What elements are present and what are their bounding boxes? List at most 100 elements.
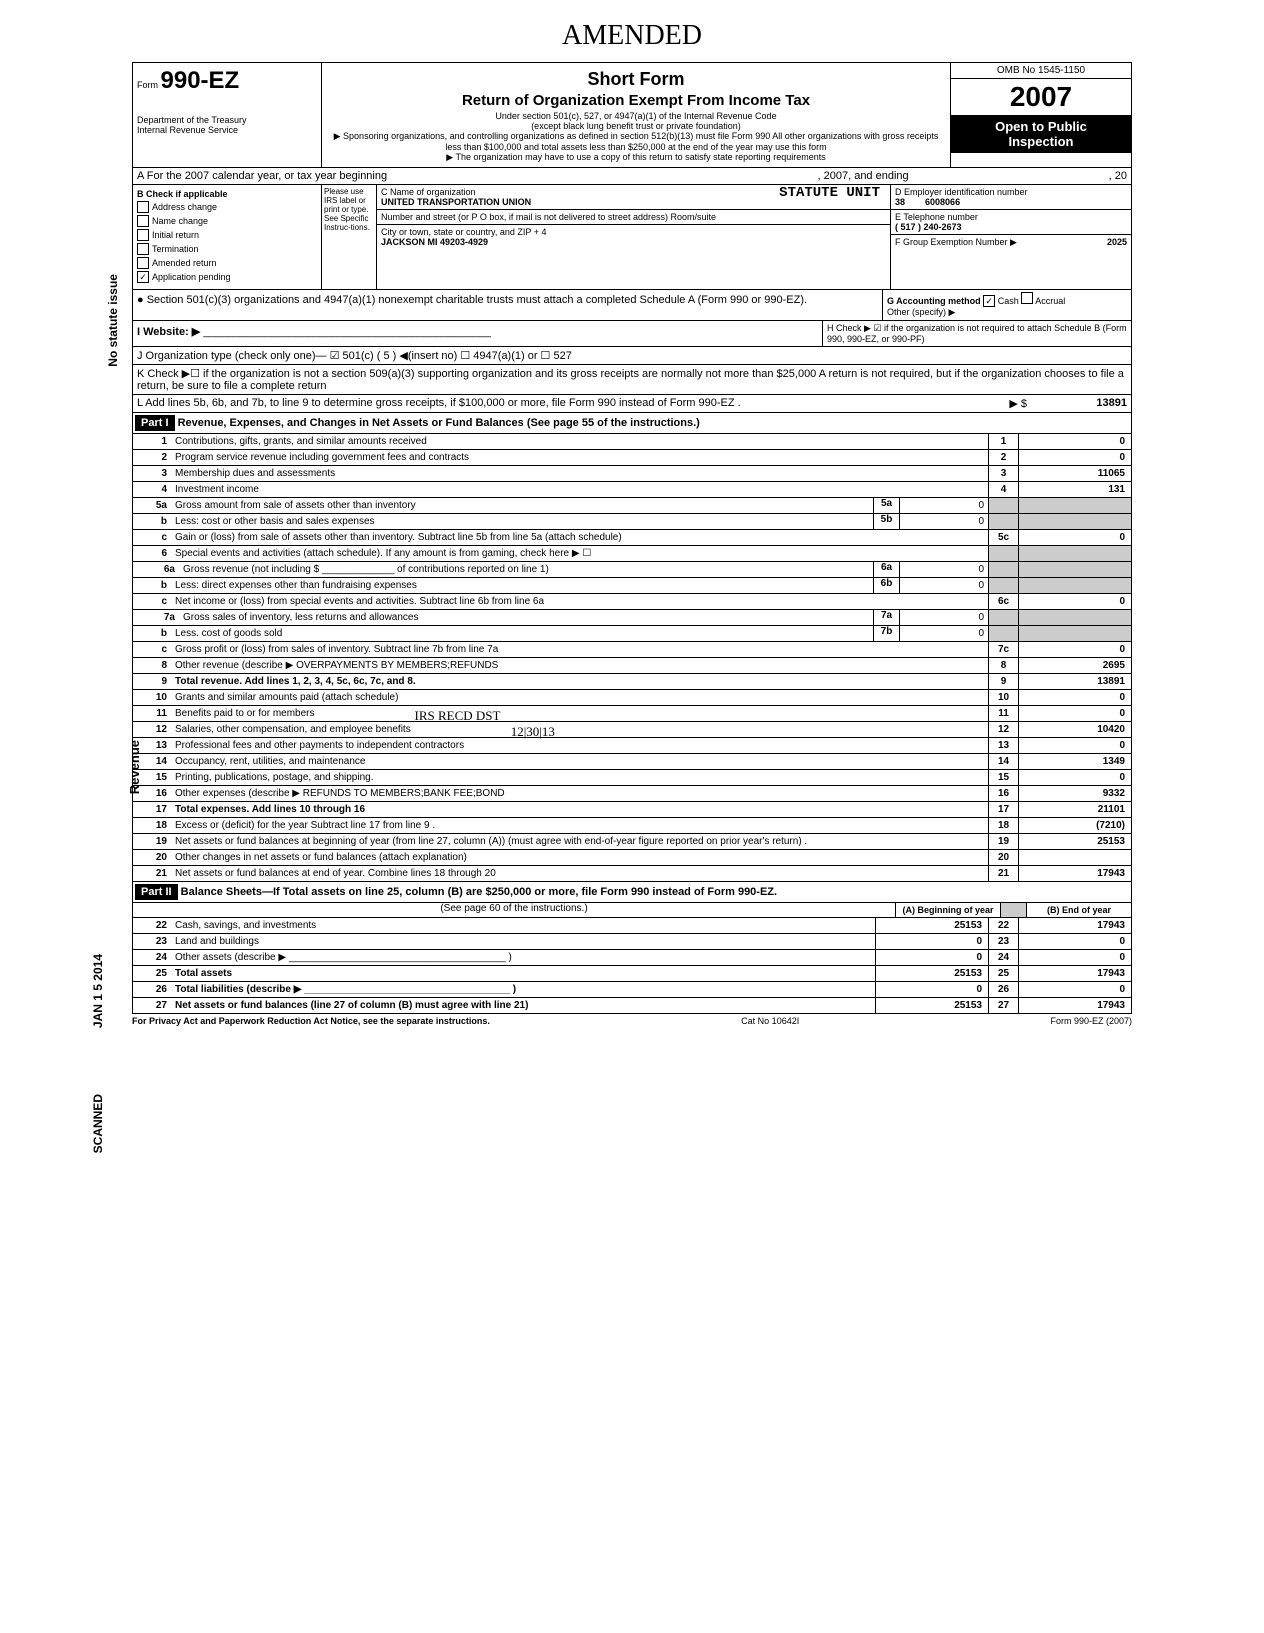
line-5c: cGain or (loss) from sale of assets othe… — [132, 530, 1132, 546]
footer-form: Form 990-EZ (2007) — [1050, 1016, 1132, 1026]
inspection-label: Inspection — [955, 134, 1127, 149]
f-label: F Group Exemption Number ▶ — [895, 237, 1017, 247]
dept-treasury: Department of the Treasury — [137, 115, 317, 125]
phone-value: ( 517 ) 240-2673 — [895, 222, 962, 232]
section-note: ● Section 501(c)(3) organizations and 49… — [133, 290, 882, 320]
form-number: 990-EZ — [161, 67, 240, 94]
part2-title: Balance Sheets—If Total assets on line 2… — [181, 886, 777, 898]
line-18: 18Excess or (deficit) for the year Subtr… — [132, 818, 1132, 834]
d-label: D Employer identification number — [895, 187, 1127, 197]
subtitle-1: Under section 501(c), 527, or 4947(a)(1)… — [326, 111, 946, 121]
i-label: I Website: ▶ — [137, 326, 200, 338]
line-13: 13Professional fees and other payments t… — [132, 738, 1132, 754]
l-amount: 13891 — [1027, 397, 1127, 410]
check-address[interactable] — [137, 201, 149, 213]
scanned-stamp: SCANNED — [87, 1090, 109, 1157]
line-16: 16Other expenses (describe ▶ REFUNDS TO … — [132, 786, 1132, 802]
ein-1: 38 — [895, 197, 905, 207]
check-pending[interactable]: ✓ — [137, 271, 149, 283]
stamp-statute: STATUTE UNIT — [779, 185, 880, 201]
balance-line-26: 26Total liabilities (describe ▶ ________… — [132, 982, 1132, 998]
line-6c: cNet income or (loss) from special event… — [132, 594, 1132, 610]
line-6b: bLess: direct expenses other than fundra… — [132, 578, 1132, 594]
subtitle-4: ▶ The organization may have to use a cop… — [326, 152, 946, 163]
balance-line-23: 23Land and buildings0230 — [132, 934, 1132, 950]
main-title: Return of Organization Exempt From Incom… — [326, 92, 946, 109]
line-20: 20Other changes in net assets or fund ba… — [132, 850, 1132, 866]
revenue-section-label: Revenue — [127, 740, 142, 794]
g-accrual: Accrual — [1035, 296, 1065, 306]
line-5b: bLess: cost or other basis and sales exp… — [132, 514, 1132, 530]
line-8: 8Other revenue (describe ▶ OVERPAYMENTS … — [132, 658, 1132, 674]
form-header: Form 990-EZ Department of the Treasury I… — [132, 62, 1132, 168]
ein-2: 6008066 — [925, 197, 960, 207]
check-name[interactable] — [137, 215, 149, 227]
line-7c: cGross profit or (loss) from sales of in… — [132, 642, 1132, 658]
check-amended[interactable] — [137, 257, 149, 269]
part1-title: Revenue, Expenses, and Changes in Net As… — [178, 417, 700, 429]
k-label: K Check ▶☐ if the organization is not a … — [137, 367, 1127, 392]
footer-cat: Cat No 10642I — [741, 1016, 799, 1026]
line-10: 10Grants and similar amounts paid (attac… — [132, 690, 1132, 706]
tax-year: 2007 — [951, 79, 1131, 115]
col-a-header: (A) Beginning of year — [895, 903, 1000, 917]
line-12: 12Salaries, other compensation, and empl… — [132, 722, 1132, 738]
b-label: B Check if applicable — [137, 189, 228, 199]
check-pend-label: Application pending — [152, 272, 231, 282]
footer-privacy: For Privacy Act and Paperwork Reduction … — [132, 1016, 490, 1026]
line-9: 9Total revenue. Add lines 1, 2, 3, 4, 5c… — [132, 674, 1132, 690]
form-label: Form — [137, 80, 158, 90]
g-other: Other (specify) ▶ — [887, 307, 955, 317]
line-2: 2Program service revenue including gover… — [132, 450, 1132, 466]
part1-header: Part I — [135, 415, 175, 431]
check-term[interactable] — [137, 243, 149, 255]
subtitle-2: (except black lung benefit trust or priv… — [326, 121, 946, 131]
check-initial[interactable] — [137, 229, 149, 241]
addr-label: Number and street (or P O box, if mail i… — [381, 212, 886, 222]
balance-line-27: 27Net assets or fund balances (line 27 o… — [132, 998, 1132, 1014]
part2-sub: (See page 60 of the instructions.) — [133, 903, 895, 917]
balance-line-25: 25Total assets251532517943 — [132, 966, 1132, 982]
balance-line-22: 22Cash, savings, and investments25153221… — [132, 918, 1132, 934]
e-label: E Telephone number — [895, 212, 1127, 222]
jan-stamp: JAN 1 5 2014 — [87, 950, 109, 1032]
amended-handwriting: AMENDED — [132, 20, 1132, 52]
line-7a: 7aGross sales of inventory, less returns… — [132, 610, 1132, 626]
city-value: JACKSON MI 49203-4929 — [381, 237, 488, 247]
h-label: H Check ▶ ☑ if the organization is not r… — [822, 321, 1131, 346]
line-a-start: A For the 2007 calendar year, or tax yea… — [137, 170, 387, 182]
line-11: 11Benefits paid to or for members IRS RE… — [132, 706, 1132, 722]
line-6a: 6aGross revenue (not including $ _______… — [132, 562, 1132, 578]
line-a-mid: , 2007, and ending — [818, 170, 909, 182]
group-num: 2025 — [1107, 237, 1127, 247]
short-form-title: Short Form — [326, 69, 946, 90]
l-label: L Add lines 5b, 6b, and 7b, to line 9 to… — [137, 397, 1009, 410]
line-a-end: , 20 — [1109, 170, 1127, 182]
balance-line-24: 24Other assets (describe ▶ _____________… — [132, 950, 1132, 966]
line-4: 4Investment income4131 — [132, 482, 1132, 498]
org-name: UNITED TRANSPORTATION UNION — [381, 197, 531, 207]
line-6: 6Special events and activities (attach s… — [132, 546, 1132, 562]
check-init-label: Initial return — [152, 230, 199, 240]
check-term-label: Termination — [152, 244, 199, 254]
g-cash: Cash — [998, 296, 1019, 306]
no-statute-label: No statute issue — [102, 270, 124, 371]
line-21: 21Net assets or fund balances at end of … — [132, 866, 1132, 882]
line-14: 14Occupancy, rent, utilities, and mainte… — [132, 754, 1132, 770]
subtitle-3: ▶ Sponsoring organizations, and controll… — [326, 131, 946, 152]
line-19: 19Net assets or fund balances at beginni… — [132, 834, 1132, 850]
line-5a: 5aGross amount from sale of assets other… — [132, 498, 1132, 514]
check-addr-label: Address change — [152, 202, 217, 212]
line-3: 3Membership dues and assessments311065 — [132, 466, 1132, 482]
omb-number: OMB No 1545-1150 — [951, 63, 1131, 79]
irs-label: Internal Revenue Service — [137, 125, 317, 135]
check-amend-label: Amended return — [152, 258, 217, 268]
check-name-label: Name change — [152, 216, 208, 226]
open-public-label: Open to Public — [955, 119, 1127, 134]
line-7b: bLess. cost of goods sold7b0 — [132, 626, 1132, 642]
city-label: City or town, state or country, and ZIP … — [381, 227, 886, 237]
line-15: 15Printing, publications, postage, and s… — [132, 770, 1132, 786]
g-label: G Accounting method — [887, 296, 981, 306]
col-b-header: (B) End of year — [1026, 903, 1131, 917]
line-17: 17Total expenses. Add lines 10 through 1… — [132, 802, 1132, 818]
